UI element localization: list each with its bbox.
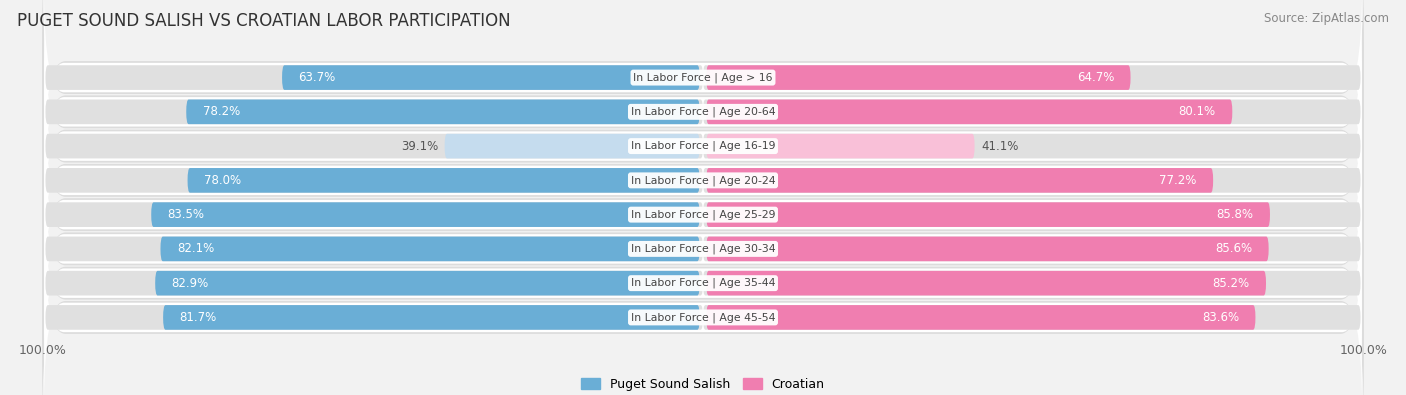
FancyBboxPatch shape <box>42 0 1364 181</box>
FancyBboxPatch shape <box>703 202 1361 227</box>
Text: 80.1%: 80.1% <box>1178 105 1216 118</box>
FancyBboxPatch shape <box>163 305 700 330</box>
FancyBboxPatch shape <box>706 168 1213 193</box>
FancyBboxPatch shape <box>706 65 1130 90</box>
FancyBboxPatch shape <box>45 100 703 124</box>
FancyBboxPatch shape <box>42 145 1364 352</box>
FancyBboxPatch shape <box>42 8 1364 215</box>
Text: 82.1%: 82.1% <box>177 243 214 256</box>
FancyBboxPatch shape <box>42 77 1364 284</box>
Text: 85.8%: 85.8% <box>1216 208 1254 221</box>
FancyBboxPatch shape <box>44 58 1362 234</box>
FancyBboxPatch shape <box>703 271 1361 295</box>
FancyBboxPatch shape <box>706 305 1256 330</box>
FancyBboxPatch shape <box>706 134 974 158</box>
FancyBboxPatch shape <box>152 202 700 227</box>
FancyBboxPatch shape <box>44 195 1362 371</box>
FancyBboxPatch shape <box>706 271 1265 295</box>
FancyBboxPatch shape <box>703 237 1361 261</box>
FancyBboxPatch shape <box>703 134 1361 158</box>
FancyBboxPatch shape <box>42 43 1364 250</box>
Text: In Labor Force | Age 20-24: In Labor Force | Age 20-24 <box>631 175 775 186</box>
Text: In Labor Force | Age 35-44: In Labor Force | Age 35-44 <box>631 278 775 288</box>
FancyBboxPatch shape <box>45 271 703 295</box>
FancyBboxPatch shape <box>706 202 1270 227</box>
FancyBboxPatch shape <box>42 180 1364 387</box>
FancyBboxPatch shape <box>44 0 1362 166</box>
Text: 39.1%: 39.1% <box>401 139 439 152</box>
FancyBboxPatch shape <box>706 237 1268 261</box>
FancyBboxPatch shape <box>444 134 700 158</box>
FancyBboxPatch shape <box>283 65 700 90</box>
FancyBboxPatch shape <box>160 237 700 261</box>
Text: In Labor Force | Age > 16: In Labor Force | Age > 16 <box>633 72 773 83</box>
Text: In Labor Force | Age 25-29: In Labor Force | Age 25-29 <box>631 209 775 220</box>
Text: 85.2%: 85.2% <box>1212 276 1250 290</box>
FancyBboxPatch shape <box>44 126 1362 303</box>
Text: 81.7%: 81.7% <box>180 311 217 324</box>
Text: In Labor Force | Age 30-34: In Labor Force | Age 30-34 <box>631 244 775 254</box>
FancyBboxPatch shape <box>703 65 1361 90</box>
Text: 82.9%: 82.9% <box>172 276 209 290</box>
FancyBboxPatch shape <box>45 202 703 227</box>
FancyBboxPatch shape <box>155 271 700 295</box>
Text: PUGET SOUND SALISH VS CROATIAN LABOR PARTICIPATION: PUGET SOUND SALISH VS CROATIAN LABOR PAR… <box>17 12 510 30</box>
FancyBboxPatch shape <box>42 214 1364 395</box>
Text: 83.5%: 83.5% <box>167 208 205 221</box>
FancyBboxPatch shape <box>45 237 703 261</box>
FancyBboxPatch shape <box>187 168 700 193</box>
Text: 63.7%: 63.7% <box>298 71 336 84</box>
FancyBboxPatch shape <box>45 134 703 158</box>
FancyBboxPatch shape <box>44 229 1362 395</box>
FancyBboxPatch shape <box>44 24 1362 200</box>
Text: In Labor Force | Age 16-19: In Labor Force | Age 16-19 <box>631 141 775 151</box>
Legend: Puget Sound Salish, Croatian: Puget Sound Salish, Croatian <box>576 373 830 395</box>
Text: 85.6%: 85.6% <box>1215 243 1253 256</box>
FancyBboxPatch shape <box>44 92 1362 269</box>
FancyBboxPatch shape <box>703 100 1361 124</box>
Text: 77.2%: 77.2% <box>1160 174 1197 187</box>
Text: 78.2%: 78.2% <box>202 105 240 118</box>
Text: In Labor Force | Age 45-54: In Labor Force | Age 45-54 <box>631 312 775 323</box>
Text: 83.6%: 83.6% <box>1202 311 1239 324</box>
Text: Source: ZipAtlas.com: Source: ZipAtlas.com <box>1264 12 1389 25</box>
FancyBboxPatch shape <box>703 168 1361 193</box>
Text: 78.0%: 78.0% <box>204 174 242 187</box>
Text: 64.7%: 64.7% <box>1077 71 1114 84</box>
FancyBboxPatch shape <box>44 161 1362 337</box>
FancyBboxPatch shape <box>703 305 1361 330</box>
FancyBboxPatch shape <box>45 65 703 90</box>
FancyBboxPatch shape <box>186 100 700 124</box>
FancyBboxPatch shape <box>42 111 1364 318</box>
FancyBboxPatch shape <box>706 100 1232 124</box>
FancyBboxPatch shape <box>45 168 703 193</box>
Text: In Labor Force | Age 20-64: In Labor Force | Age 20-64 <box>631 107 775 117</box>
FancyBboxPatch shape <box>45 305 703 330</box>
Text: 41.1%: 41.1% <box>981 139 1018 152</box>
